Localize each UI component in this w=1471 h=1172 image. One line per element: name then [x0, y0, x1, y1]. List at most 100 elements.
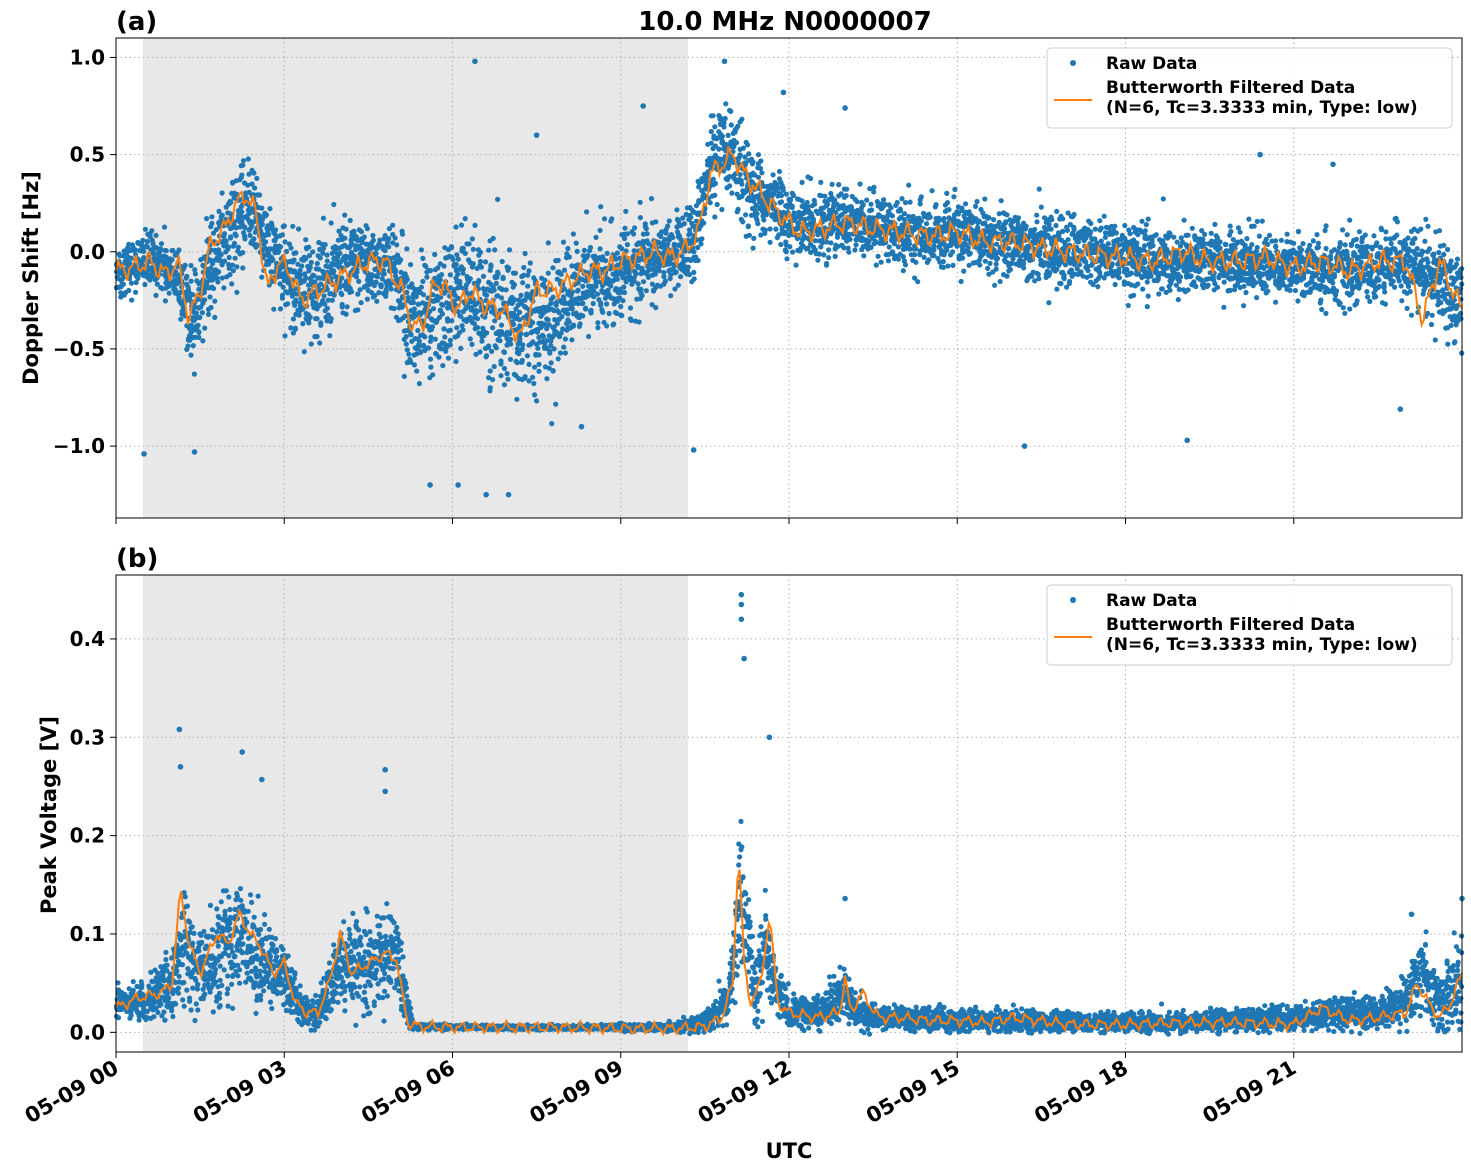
- raw-data-point: [490, 377, 496, 383]
- raw-data-point: [234, 289, 240, 295]
- raw-data-point: [1060, 216, 1066, 222]
- raw-data-point: [853, 242, 859, 248]
- raw-data-point: [458, 345, 464, 351]
- raw-data-point: [958, 278, 964, 285]
- raw-data-point: [639, 292, 645, 299]
- raw-data-point: [618, 303, 624, 310]
- raw-data-point: [1122, 222, 1128, 229]
- raw-data-point: [901, 217, 908, 223]
- raw-data-point: [791, 192, 797, 199]
- raw-data-point: [595, 320, 601, 326]
- raw-data-point: [1194, 249, 1200, 255]
- raw-data-point: [1208, 230, 1214, 236]
- raw-data-point: [1259, 218, 1265, 224]
- raw-data-point: [532, 364, 538, 370]
- raw-data-point: [594, 291, 601, 297]
- raw-data-point: [195, 322, 201, 328]
- raw-data-point: [204, 279, 210, 285]
- raw-data-point: [997, 278, 1003, 285]
- raw-data-point: [586, 333, 592, 340]
- raw-data-point: [216, 208, 222, 214]
- raw-data-point: [462, 216, 468, 222]
- raw-data-point: [985, 265, 991, 271]
- raw-data-point: [353, 274, 359, 280]
- raw-data-point: [744, 142, 751, 148]
- raw-data-point: [142, 281, 148, 288]
- raw-data-point: [1241, 283, 1247, 289]
- raw-data-point: [773, 226, 779, 232]
- raw-data-point: [619, 312, 625, 319]
- raw-data-point: [364, 296, 370, 302]
- raw-data-point: [257, 192, 263, 198]
- raw-data-point: [285, 301, 291, 307]
- raw-data-point: [522, 374, 528, 380]
- raw-data-point: [707, 200, 713, 206]
- raw-data-point: [486, 343, 492, 349]
- raw-data-point: [1217, 239, 1223, 245]
- raw-data-point: [540, 333, 547, 340]
- raw-data-point: [998, 198, 1004, 204]
- raw-data-point: [398, 257, 404, 263]
- raw-data-point: [1006, 245, 1012, 252]
- raw-data-point: [714, 201, 720, 208]
- raw-data-point: [889, 213, 896, 219]
- raw-data-point: [406, 351, 412, 357]
- raw-data-point: [996, 211, 1002, 217]
- raw-data-point: [728, 108, 734, 114]
- raw-data-point: [758, 158, 764, 164]
- raw-data-point: [609, 216, 615, 222]
- raw-data-point: [913, 259, 919, 265]
- raw-data-point: [430, 306, 437, 312]
- raw-data-point: [308, 341, 314, 347]
- raw-data-point: [961, 268, 967, 274]
- raw-data-point: [429, 324, 436, 330]
- raw-data-point: [188, 262, 194, 269]
- raw-data-point: [1098, 238, 1104, 244]
- raw-data-point: [153, 292, 159, 298]
- raw-data-point: [967, 250, 973, 256]
- raw-data-point: [370, 232, 376, 239]
- raw-data-point: [307, 314, 313, 320]
- raw-data-point: [1256, 233, 1262, 239]
- raw-data-point: [378, 284, 384, 290]
- raw-data-point: [847, 236, 853, 242]
- raw-data-point: [735, 123, 741, 129]
- raw-data-point: [580, 300, 586, 306]
- raw-data-point: [755, 152, 762, 158]
- raw-data-point: [1071, 227, 1077, 233]
- raw-data-point: [799, 179, 805, 185]
- raw-data-point: [517, 309, 523, 315]
- raw-data-point: [247, 232, 253, 238]
- raw-data-point: [192, 271, 198, 277]
- raw-data-point: [583, 306, 589, 312]
- raw-data-point: [561, 295, 567, 301]
- raw-data-point: [1004, 273, 1010, 279]
- raw-data-point: [640, 279, 647, 285]
- raw-data-point: [826, 247, 832, 253]
- raw-data-point: [1015, 215, 1022, 221]
- raw-data-point: [1023, 223, 1029, 229]
- raw-data-point: [864, 197, 870, 203]
- raw-data-point: [450, 256, 456, 263]
- raw-data-point: [581, 247, 588, 253]
- raw-data-point: [339, 291, 345, 298]
- raw-data-point: [140, 237, 146, 243]
- raw-data-point: [621, 284, 627, 290]
- raw-data-point: [403, 341, 409, 347]
- raw-data-point: [1214, 284, 1221, 290]
- raw-data-point: [1253, 280, 1259, 286]
- raw-data-point: [565, 311, 571, 317]
- raw-data-point: [277, 306, 284, 312]
- raw-data-point: [245, 156, 251, 162]
- raw-data-point: [240, 250, 246, 256]
- raw-data-point: [1061, 276, 1067, 282]
- raw-data-point: [1046, 300, 1052, 306]
- raw-data-point: [544, 376, 550, 382]
- raw-data-point: [755, 221, 761, 227]
- raw-data-point: [551, 346, 557, 352]
- raw-data-point: [1249, 242, 1255, 248]
- raw-data-point: [743, 212, 749, 218]
- raw-data-point: [221, 285, 227, 291]
- raw-data-point: [197, 314, 203, 320]
- raw-data-point: [524, 353, 531, 359]
